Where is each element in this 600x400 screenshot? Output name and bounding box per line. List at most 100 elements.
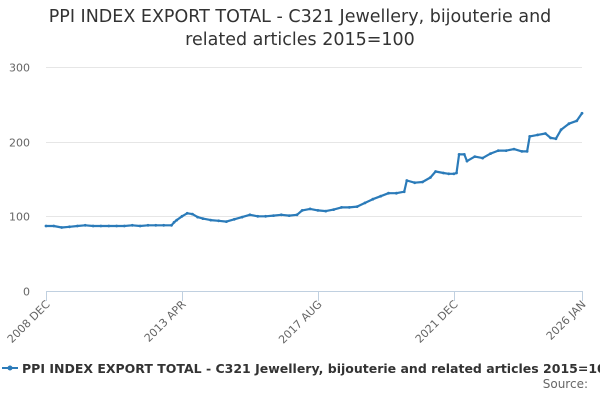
- data-point: [138, 224, 142, 228]
- x-tick-label: 2026 JAN: [544, 298, 589, 343]
- data-point: [371, 197, 375, 201]
- gridlines: [46, 67, 582, 217]
- data-point: [130, 223, 134, 227]
- series-line: [44, 112, 584, 229]
- data-point: [363, 201, 367, 205]
- x-tick-label: 2008 DEC: [5, 298, 53, 346]
- axes: 0 100 200 300 2008 DEC 2013 APR 2017 AUG 2021 D…: [5, 62, 589, 347]
- data-point: [68, 225, 71, 229]
- y-tick-label: 300: [9, 62, 30, 75]
- data-point: [83, 223, 87, 227]
- data-point: [232, 217, 236, 221]
- data-point: [567, 122, 571, 126]
- x-tick-label: 2013 APR: [142, 298, 189, 345]
- data-point: [217, 219, 221, 223]
- data-point: [115, 224, 118, 228]
- legend-label: PPI INDEX EXPORT TOTAL - C321 Jewellery,…: [22, 360, 600, 376]
- data-point: [185, 211, 189, 215]
- data-point: [295, 213, 299, 217]
- data-point: [191, 212, 194, 216]
- data-point: [264, 214, 267, 218]
- x-tick-label: 2021 DEC: [413, 298, 461, 346]
- data-point: [225, 220, 228, 224]
- data-point: [44, 224, 48, 228]
- data-point: [316, 209, 320, 212]
- series-layer: [44, 111, 584, 229]
- data-point: [162, 223, 166, 227]
- data-point: [405, 179, 409, 182]
- data-point: [457, 153, 461, 156]
- data-point: [413, 181, 417, 185]
- data-point: [300, 209, 304, 212]
- data-point: [452, 172, 456, 176]
- data-point: [209, 218, 213, 222]
- data-point: [549, 136, 552, 140]
- data-point: [201, 217, 205, 221]
- data-point: [91, 224, 95, 228]
- data-point: [447, 172, 451, 176]
- y-tick-label: 100: [9, 211, 30, 224]
- data-point: [442, 171, 445, 175]
- data-point: [455, 171, 458, 175]
- data-point: [387, 191, 390, 195]
- data-point: [489, 152, 492, 156]
- data-point: [504, 149, 508, 153]
- y-tick-label: 200: [9, 137, 30, 150]
- data-point: [379, 194, 383, 198]
- data-point: [256, 214, 260, 218]
- data-point: [170, 223, 173, 227]
- chart-title: PPI INDEX EXPORT TOTAL - C321 Jewellery,…: [0, 6, 600, 52]
- data-point: [528, 135, 532, 138]
- data-point: [544, 132, 547, 135]
- data-point: [512, 147, 516, 151]
- data-point: [332, 208, 335, 212]
- data-point: [465, 159, 469, 163]
- data-point: [559, 128, 563, 132]
- data-point: [60, 226, 64, 229]
- data-point: [175, 218, 179, 222]
- data-point: [481, 156, 484, 160]
- data-point: [52, 224, 56, 228]
- data-point: [554, 137, 558, 141]
- chart-title-line-2: related articles 2015=100: [185, 30, 415, 50]
- data-point: [536, 133, 539, 137]
- source-label: Source:: [542, 377, 588, 391]
- data-point: [196, 215, 200, 219]
- data-point: [525, 150, 529, 153]
- legend-item[interactable]: PPI INDEX EXPORT TOTAL - C321 Jewellery,…: [2, 359, 600, 377]
- data-point: [462, 153, 466, 156]
- data-point: [473, 155, 477, 159]
- chart-title-line-1: PPI INDEX EXPORT TOTAL - C321 Jewellery,…: [48, 7, 552, 27]
- data-point: [429, 176, 432, 179]
- data-point: [287, 214, 291, 218]
- data-point: [520, 150, 524, 153]
- data-point: [172, 220, 176, 224]
- x-tick-label: 2017 AUG: [276, 298, 325, 347]
- data-point: [240, 215, 244, 219]
- data-point: [123, 224, 126, 228]
- data-point: [107, 224, 111, 228]
- y-tick-label: 0: [23, 286, 30, 299]
- data-point: [395, 191, 398, 195]
- data-point: [496, 149, 500, 153]
- data-point: [146, 223, 150, 227]
- data-point: [154, 223, 158, 227]
- data-point: [99, 224, 103, 228]
- data-point: [248, 213, 252, 217]
- data-point: [272, 214, 275, 218]
- data-point: [355, 205, 359, 209]
- data-point: [76, 224, 79, 228]
- data-point: [575, 119, 579, 123]
- data-point: [421, 180, 424, 184]
- legend-line-marker-icon: [2, 365, 18, 371]
- data-point: [180, 214, 184, 218]
- data-point: [279, 213, 283, 217]
- data-point: [434, 170, 437, 173]
- data-point: [402, 190, 406, 194]
- data-point: [347, 206, 351, 209]
- data-point: [324, 209, 328, 213]
- data-point: [308, 207, 312, 211]
- data-point: [580, 111, 584, 115]
- data-point: [340, 206, 343, 209]
